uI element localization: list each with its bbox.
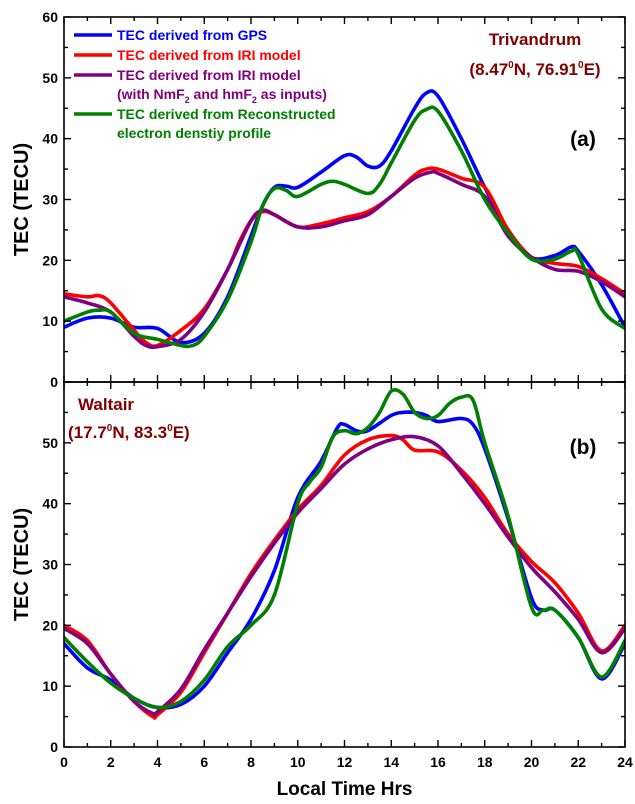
series-group xyxy=(64,89,625,350)
y-ticks xyxy=(64,381,625,748)
y-tick-label: 40 xyxy=(42,496,58,512)
series-line-1 xyxy=(64,166,625,349)
x-tick-label: 16 xyxy=(430,754,446,770)
x-tick-label: 22 xyxy=(570,754,586,770)
coord-close: E) xyxy=(584,60,601,79)
series-line-1 xyxy=(64,433,625,720)
x-tick-label: 2 xyxy=(107,754,115,770)
x-ticks xyxy=(63,382,626,747)
degree-sup: 0 xyxy=(167,423,173,434)
x-tick-label: 18 xyxy=(477,754,493,770)
legend-text: as inputs) xyxy=(257,86,327,102)
series-line-3 xyxy=(64,388,625,710)
y-tick-label: 60 xyxy=(42,9,58,25)
legend-sub: 2 xyxy=(252,95,257,105)
coord-open: (8.47 xyxy=(469,60,508,79)
panel-label: (b) xyxy=(570,436,597,459)
coord-lat-dir: N, 76.91 xyxy=(514,60,578,79)
station-name: Trivandrum xyxy=(489,30,582,49)
series-line-2 xyxy=(64,434,625,717)
x-tick-label: 20 xyxy=(524,754,540,770)
y-tick-label: 0 xyxy=(50,374,58,390)
x-tick-label: 6 xyxy=(200,754,208,770)
legend-text: (with NmF xyxy=(117,86,185,102)
coord-open: (17.7 xyxy=(68,423,107,442)
degree-sup: 0 xyxy=(508,60,514,71)
legend-text: TEC derived from IRI model xyxy=(117,47,301,63)
legend-label: TEC derived from IRI model xyxy=(117,47,301,63)
legend-label: TEC derived from IRI model xyxy=(117,67,301,83)
legend-sub: 2 xyxy=(185,95,190,105)
legend: TEC derived from GPS TEC derived from IRI… xyxy=(74,27,336,141)
degree-sup: 0 xyxy=(578,60,584,71)
y-tick-label: 50 xyxy=(42,70,58,86)
y-tick-label: 30 xyxy=(42,192,58,208)
x-tick-label: 24 xyxy=(617,754,633,770)
x-axis-label: Local Time Hrs xyxy=(277,779,413,800)
legend-label: TEC derived from Reconstructed xyxy=(117,106,336,122)
legend-text: TEC derived from GPS xyxy=(117,27,267,43)
x-tick-label: 0 xyxy=(60,754,68,770)
legend-label: TEC derived from GPS xyxy=(117,27,267,43)
panel-label: (a) xyxy=(570,128,596,151)
coord-close: E) xyxy=(173,423,190,442)
y-tick-label: 10 xyxy=(42,313,58,329)
x-tick-label: 4 xyxy=(154,754,162,770)
station-coordinates: (8.470N, 76.910E) xyxy=(469,60,600,79)
station-coordinates: (17.70N, 83.30E) xyxy=(68,423,190,442)
y-tick-label: 50 xyxy=(42,435,58,451)
coord-lat-dir: N, 83.3 xyxy=(112,423,167,442)
legend-text: and hmF xyxy=(190,86,253,102)
legend-label: (with NmF2 and hmF2 as inputs) xyxy=(117,86,327,105)
y-tick-label: 10 xyxy=(42,678,58,694)
y-axis-label: TEC (TECU) xyxy=(11,143,33,256)
series-line-0 xyxy=(64,410,625,710)
legend-text: electron denstiy profile xyxy=(117,125,271,141)
legend-text: TEC derived from IRI model xyxy=(117,67,301,83)
degree-sup: 0 xyxy=(107,423,113,434)
x-tick-label: 12 xyxy=(337,754,353,770)
y-axis-label: TEC (TECU) xyxy=(11,508,33,621)
x-tick-label: 14 xyxy=(383,754,399,770)
y-tick-label: 0 xyxy=(50,739,58,755)
y-tick-label: 20 xyxy=(42,252,58,268)
series-line-3 xyxy=(64,105,625,349)
legend-label: electron denstiy profile xyxy=(117,125,271,141)
x-tick-label: 10 xyxy=(290,754,306,770)
station-name: Waltair xyxy=(78,395,134,414)
y-tick-label: 20 xyxy=(42,617,58,633)
x-ticks xyxy=(63,17,626,382)
y-tick-label: 40 xyxy=(42,131,58,147)
series-group xyxy=(64,388,625,720)
legend-text: TEC derived from Reconstructed xyxy=(117,106,336,122)
y-tick-label: 30 xyxy=(42,557,58,573)
x-tick-label: 8 xyxy=(247,754,255,770)
